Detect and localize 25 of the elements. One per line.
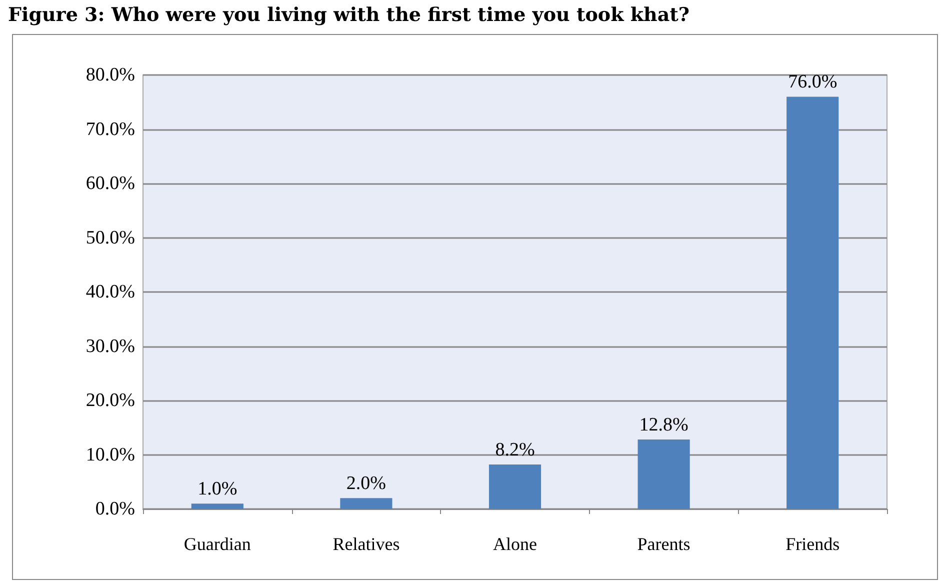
y-tick-label: 70.0% [86, 118, 136, 140]
y-tick-label: 0.0% [95, 498, 136, 520]
x-tick-label: Parents [637, 534, 690, 554]
y-tick-label: 10.0% [86, 444, 136, 466]
y-tick-label: 50.0% [86, 227, 136, 248]
bar [191, 504, 244, 509]
data-label: 12.8% [639, 414, 689, 436]
chart-title: Figure 3: Who were you living with the first time you took khat? [7, 3, 691, 28]
y-tick-label: 40.0% [86, 282, 136, 302]
bar [340, 498, 392, 509]
x-tick-label: Relatives [332, 534, 400, 554]
y-tick-label: 20.0% [86, 390, 136, 411]
y-tick-label: 30.0% [86, 336, 136, 357]
y-tick-label: 60.0% [86, 173, 136, 194]
x-tick-label: Guardian [184, 534, 251, 554]
bar [488, 464, 542, 509]
data-label: 2.0% [346, 473, 386, 494]
data-label: 1.0% [198, 478, 238, 500]
bar [638, 440, 690, 509]
x-tick-label: Friends [786, 534, 840, 554]
y-tick-label: 80.0% [86, 64, 136, 86]
bar [786, 96, 839, 509]
x-tick-label: Alone [493, 534, 537, 554]
data-label: 8.2% [495, 440, 535, 461]
data-label: 76.0% [788, 72, 838, 93]
